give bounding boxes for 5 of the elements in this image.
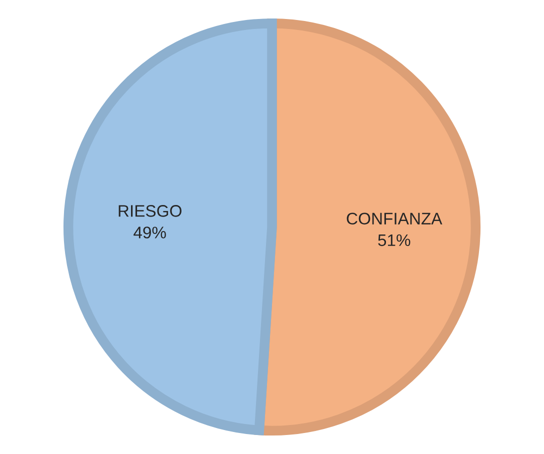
slice-label: RIESGO bbox=[118, 205, 182, 217]
pie-slice bbox=[64, 18, 277, 436]
slice-label: CONFIANZA bbox=[346, 212, 442, 225]
data-label: 51% bbox=[378, 234, 410, 246]
data-label: 49% bbox=[134, 226, 166, 238]
